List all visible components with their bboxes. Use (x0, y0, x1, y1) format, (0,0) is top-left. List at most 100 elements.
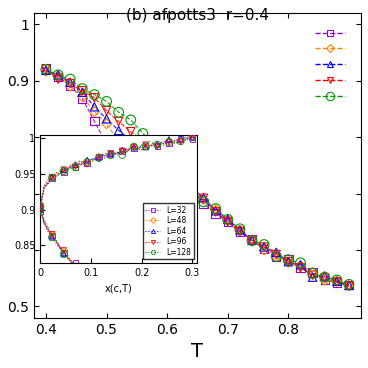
Point (201, 195, 206, 201)
Point (249, 238, 255, 244)
Point (213, 206, 219, 212)
Point (55, 74, 61, 80)
Point (67, 83, 73, 89)
Point (334, 277, 340, 283)
Point (188, 185, 194, 191)
Point (176, 173, 182, 178)
Point (286, 257, 291, 263)
Point (128, 137, 134, 143)
Point (92, 118, 98, 124)
Point (140, 131, 146, 137)
Point (103, 116, 109, 122)
Point (103, 141, 109, 147)
Point (237, 228, 243, 234)
Point (103, 121, 109, 127)
Point (152, 156, 158, 162)
Point (286, 256, 291, 262)
Point (92, 95, 98, 101)
Point (116, 158, 121, 164)
Point (286, 259, 291, 265)
Point (79, 88, 85, 94)
Point (164, 167, 170, 173)
Point (249, 237, 255, 243)
Point (43, 67, 49, 73)
Point (201, 199, 206, 205)
Point (309, 274, 315, 280)
Point (297, 262, 303, 268)
Point (297, 265, 303, 271)
Point (116, 118, 121, 124)
Point (92, 109, 98, 114)
Point (261, 242, 267, 248)
Point (249, 239, 255, 245)
Point (79, 89, 85, 95)
Point (286, 259, 291, 265)
Point (188, 185, 194, 191)
Point (201, 195, 206, 201)
X-axis label: T: T (191, 342, 204, 361)
Point (225, 218, 231, 224)
Point (103, 99, 109, 105)
Point (67, 79, 73, 85)
Point (164, 163, 170, 169)
Point (55, 72, 61, 78)
Point (152, 150, 158, 156)
Point (261, 246, 267, 252)
Point (140, 174, 146, 180)
Point (176, 177, 182, 183)
Point (213, 211, 219, 217)
Point (237, 227, 243, 233)
Point (92, 92, 98, 98)
Point (322, 273, 328, 279)
Point (164, 167, 170, 173)
Point (309, 270, 315, 276)
Point (55, 76, 61, 82)
Point (201, 197, 206, 203)
Point (188, 186, 194, 192)
Point (346, 282, 352, 288)
Point (188, 188, 194, 194)
Point (67, 81, 73, 86)
Point (164, 160, 170, 166)
Point (116, 139, 121, 145)
Point (334, 279, 340, 285)
Point (237, 226, 243, 232)
Point (128, 117, 134, 123)
Point (273, 254, 279, 260)
Point (261, 244, 267, 250)
Point (249, 236, 255, 242)
Point (225, 219, 231, 225)
Point (273, 253, 279, 259)
Point (309, 270, 315, 276)
Legend: , , , , : , , , , (311, 24, 356, 105)
Point (297, 260, 303, 266)
Point (309, 269, 315, 275)
Point (346, 283, 352, 289)
Point (188, 185, 194, 191)
Point (346, 283, 352, 289)
Point (346, 282, 352, 287)
Point (237, 229, 243, 235)
Point (176, 178, 182, 184)
Point (43, 66, 49, 72)
Point (43, 66, 49, 71)
Point (152, 163, 158, 169)
Point (249, 237, 255, 243)
Point (201, 201, 206, 206)
Point (140, 148, 146, 154)
Point (261, 244, 267, 250)
Point (237, 228, 243, 234)
Point (225, 216, 231, 222)
Point (128, 170, 134, 176)
Point (322, 277, 328, 283)
Point (152, 141, 158, 147)
Point (213, 208, 219, 214)
Point (225, 216, 231, 222)
Point (334, 279, 340, 285)
Point (346, 283, 352, 289)
Point (103, 108, 109, 114)
Point (79, 94, 85, 100)
Point (334, 278, 340, 284)
Point (55, 72, 61, 78)
Point (79, 86, 85, 92)
